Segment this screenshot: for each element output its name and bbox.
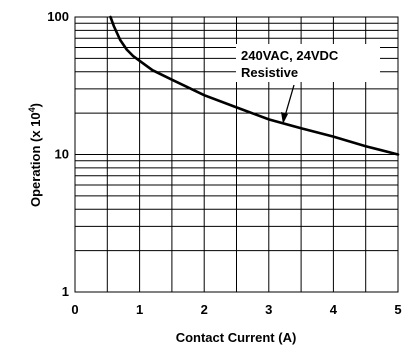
x-tick-label: 2 [201,302,208,317]
annotation-arrow [281,84,295,124]
x-axis-label: Contact Current (A) [176,330,297,345]
y-axis-label-main: Operation (x 10 [28,112,43,207]
x-tick-label: 0 [71,302,78,317]
x-tick-label: 4 [330,302,338,317]
x-tick-labels: 0 1 2 3 4 5 [71,302,401,317]
x-tick-label: 1 [136,302,143,317]
y-tick-label: 10 [55,147,69,162]
x-tick-label: 5 [394,302,401,317]
y-axis-label: Operation (x 104) [27,103,43,207]
y-tick-label: 1 [62,284,69,299]
annotation-line-2: Resistive [241,65,298,80]
series-line-240vac-24vdc-resistive [109,15,400,156]
x-tick-label: 3 [265,302,272,317]
y-tick-labels: 1 10 100 [47,9,69,299]
annotation-line-1: 240VAC, 24VDC [241,48,339,63]
annotation-background [236,44,380,82]
y-tick-label: 100 [47,9,69,24]
y-axis-label-exponent: 4 [27,107,37,112]
y-axis-label-close: ) [28,103,43,107]
